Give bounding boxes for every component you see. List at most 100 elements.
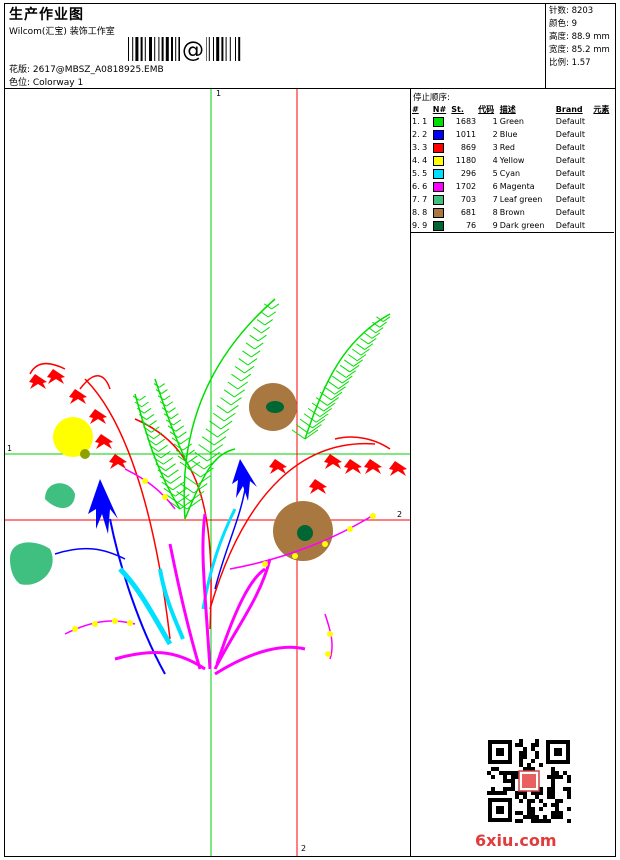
row-brand: Default bbox=[555, 195, 586, 204]
row-element bbox=[592, 115, 614, 128]
row-brand: Default bbox=[555, 130, 586, 139]
row-element bbox=[592, 141, 614, 154]
table-row: 9. 9 76 9 Dark green Default bbox=[411, 219, 614, 232]
row-stitches: 681 bbox=[460, 208, 477, 217]
row-stitches: 76 bbox=[465, 221, 477, 230]
blue-flowers bbox=[54, 459, 257, 675]
col-element: 元素 bbox=[593, 104, 610, 114]
row-hash: 3. 3 bbox=[412, 143, 428, 152]
cyan-leaf bbox=[118, 567, 173, 646]
magenta-sprigs bbox=[64, 468, 376, 660]
stat-height: 高度: 88.9 mm bbox=[549, 32, 610, 42]
row-desc: Leaf green bbox=[499, 195, 543, 204]
table-row: 7. 7 703 7 Leaf green Default bbox=[411, 193, 614, 206]
color-swatch bbox=[432, 194, 444, 205]
row-stitches: 296 bbox=[460, 169, 477, 178]
axis-label-v1: 1 bbox=[216, 89, 222, 98]
stat-colors: 颜色: 9 bbox=[549, 19, 577, 29]
row-code: 4 bbox=[492, 156, 498, 165]
row-element bbox=[592, 206, 614, 219]
header-info: 生产作业图 Wilcom(汇宝) 装饰工作室 @ 花版: 2617@MBSZ_A… bbox=[7, 4, 547, 88]
red-bellflowers bbox=[29, 369, 407, 494]
production-sheet: 生产作业图 Wilcom(汇宝) 装饰工作室 @ 花版: 2617@MBSZ_A… bbox=[4, 3, 616, 857]
brown-daisies bbox=[249, 383, 333, 561]
table-row: 2. 2 1011 2 Blue Default bbox=[411, 128, 614, 141]
axis-label-h2: 2 bbox=[397, 510, 403, 519]
col-code: 代码 bbox=[478, 104, 495, 114]
axis-label-h1: 1 bbox=[7, 444, 13, 453]
row-code: 3 bbox=[492, 143, 498, 152]
design-filename: 花版: 2617@MBSZ_A0818925.EMB bbox=[9, 65, 164, 75]
color-swatch bbox=[432, 220, 444, 231]
col-desc: 描述 bbox=[499, 104, 516, 114]
design-canvas: 1 1 2 2 bbox=[5, 89, 410, 856]
row-swatch bbox=[432, 128, 451, 141]
row-element bbox=[592, 180, 614, 193]
row-hash: 4. 4 bbox=[412, 156, 428, 165]
row-stitches: 703 bbox=[460, 195, 477, 204]
col-stitches: St. bbox=[451, 104, 464, 114]
row-desc: Dark green bbox=[499, 221, 545, 230]
color-swatch bbox=[432, 181, 444, 192]
row-swatch bbox=[432, 154, 451, 167]
color-swatch bbox=[432, 116, 444, 127]
row-hash: 9. 9 bbox=[412, 221, 428, 230]
row-desc: Red bbox=[499, 143, 515, 152]
color-swatch bbox=[432, 207, 444, 218]
color-swatch bbox=[432, 142, 444, 153]
row-swatch bbox=[432, 193, 451, 206]
row-desc: Green bbox=[499, 117, 524, 126]
stop-sequence-title: 停止顺序: bbox=[413, 93, 450, 103]
row-stitches: 1011 bbox=[455, 130, 477, 139]
green-ferns bbox=[134, 298, 391, 520]
site-watermark: 6xiu.com bbox=[475, 831, 557, 850]
color-swatch bbox=[432, 129, 444, 140]
row-hash: 8. 8 bbox=[412, 208, 428, 217]
row-code: 8 bbox=[492, 208, 498, 217]
row-desc: Yellow bbox=[499, 156, 525, 165]
table-row: 5. 5 296 5 Cyan Default bbox=[411, 167, 614, 180]
row-hash: 6. 6 bbox=[412, 182, 428, 191]
cyan-leaf-2 bbox=[158, 568, 185, 640]
row-stitches: 1683 bbox=[455, 117, 477, 126]
table-row: 6. 6 1702 6 Magenta Default bbox=[411, 180, 614, 193]
col-hash: # bbox=[412, 104, 419, 114]
row-hash: 1. 1 bbox=[412, 117, 428, 126]
barcode: @ bbox=[128, 37, 241, 62]
row-stitches: 869 bbox=[460, 143, 477, 152]
leaf-green-fans bbox=[10, 483, 75, 585]
design-stats: 针数: 8203 颜色: 9 高度: 88.9 mm 宽度: 85.2 mm 比… bbox=[545, 4, 615, 88]
row-brand: Default bbox=[555, 221, 586, 230]
row-element bbox=[592, 167, 614, 180]
row-swatch bbox=[432, 167, 451, 180]
embroidery-design bbox=[5, 89, 410, 856]
barcode-char: @ bbox=[182, 38, 204, 62]
row-swatch bbox=[432, 115, 451, 128]
color-swatch bbox=[432, 168, 444, 179]
col-no: N# bbox=[432, 104, 447, 114]
row-element bbox=[592, 219, 614, 232]
table-header-row: # N# St. 代码 描述 Brand 元素 bbox=[411, 103, 614, 115]
row-stitches: 1702 bbox=[455, 182, 477, 191]
row-code: 6 bbox=[492, 182, 498, 191]
row-element bbox=[592, 193, 614, 206]
row-desc: Magenta bbox=[499, 182, 535, 191]
stat-stitches: 针数: 8203 bbox=[549, 6, 594, 16]
colorway-label: 色位: Colorway 1 bbox=[9, 78, 84, 88]
row-element bbox=[592, 154, 614, 167]
row-stitches: 1180 bbox=[455, 156, 477, 165]
row-hash: 5. 5 bbox=[412, 169, 428, 178]
table-row: 4. 4 1180 4 Yellow Default bbox=[411, 154, 614, 167]
color-sequence-panel: 停止顺序: # N# St. 代码 描述 Brand 元素 1. 1 1683 1 G… bbox=[410, 89, 615, 856]
row-brand: Default bbox=[555, 117, 586, 126]
col-brand: Brand bbox=[555, 104, 583, 114]
yellow-buds bbox=[72, 478, 376, 657]
row-swatch bbox=[432, 141, 451, 154]
axis-label-v2: 2 bbox=[301, 844, 307, 853]
color-swatch bbox=[432, 155, 444, 166]
row-brand: Default bbox=[555, 169, 586, 178]
stat-width: 宽度: 85.2 mm bbox=[549, 45, 610, 55]
row-brand: Default bbox=[555, 143, 586, 152]
magenta-grass bbox=[114, 513, 306, 676]
row-swatch bbox=[432, 180, 451, 193]
